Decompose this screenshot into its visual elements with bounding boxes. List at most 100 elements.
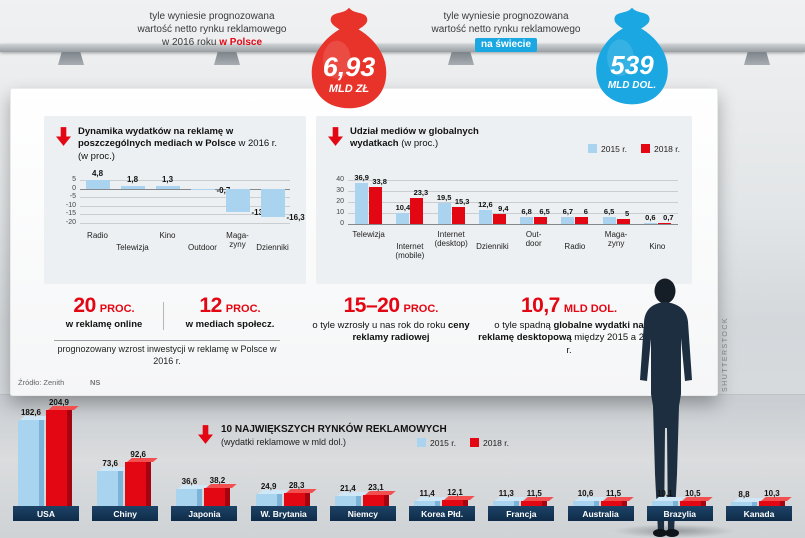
category-label: Out- door: [525, 230, 542, 248]
bar-2015: [18, 416, 51, 506]
value-label: 23,3: [413, 188, 429, 198]
y-axis-tick: -15: [65, 210, 76, 218]
value-label: 1,3: [161, 175, 174, 185]
country-label: USA: [13, 506, 79, 521]
bottom-title-rest: (wydatki reklamowe w mld dol.): [221, 437, 347, 447]
down-arrow-icon: [56, 127, 71, 146]
bar-2015: [414, 496, 447, 506]
poland-forecast-note: tyle wyniesie prognozowana wartość netto…: [118, 10, 306, 50]
market-group: 21,4 23,1 Niemcy: [327, 388, 399, 521]
bar-2018: [362, 491, 396, 506]
market-group: 182,6 204,9 USA: [10, 388, 82, 521]
category-label: Kino: [159, 231, 176, 240]
stat-text-part: między 2015 a 2018 r.: [566, 332, 660, 356]
panel-global-share: Udział mediów w globalnych wydatkach (w …: [316, 116, 692, 284]
panel-title-bold: Dynamika wydatków na reklamę w poszczegó…: [78, 126, 236, 150]
y-axis-tick: 30: [336, 187, 344, 194]
value-label: 0,6: [645, 213, 656, 222]
y-axis-tick: 20: [336, 198, 344, 205]
bar: [155, 186, 180, 189]
rail-clamp-icon: [214, 52, 240, 65]
bar-side-face: [225, 488, 231, 506]
note-line: tyle wyniesie prognozowana: [149, 11, 275, 22]
stat-value: 12 PROC.: [170, 294, 290, 318]
gridline: [80, 180, 290, 181]
stat-bold-text: w mediach społecz.: [185, 319, 275, 330]
legend-item-2018: 2018 r.: [470, 438, 509, 448]
divider: [163, 302, 164, 330]
legend-item-2015: 2015 r.: [588, 144, 627, 154]
stat-desktop-decline: 10,7 MLD DOL. o tyle spadną globalne wyda…: [476, 294, 662, 357]
stat-radio-prices: 15–20 PROC. o tyle wzrosły u nas rok do r…: [310, 294, 472, 345]
source-note: Źródło: Zenith: [18, 378, 65, 387]
country-label: W. Brytania: [250, 506, 317, 521]
value-label: 6,8: [521, 206, 532, 216]
bar-2018: [369, 186, 383, 224]
category-axis: Telewizja Internet (mobile) Internet (desk…: [348, 230, 678, 276]
category-label: Dzienniki: [476, 242, 509, 251]
value-label-2015: 10,6: [577, 489, 594, 499]
bar-side-face: [593, 501, 599, 506]
bar-2015: [176, 484, 210, 506]
value-label: 12,6: [478, 200, 493, 210]
bar-2018: [410, 198, 424, 224]
category-label: Kino: [649, 242, 666, 251]
stat-number: 12: [199, 294, 222, 317]
value-label: 19,5: [436, 192, 452, 202]
bar-2015: [520, 216, 534, 224]
value-label: 33,8: [372, 176, 387, 186]
value-label: 1,8: [126, 174, 139, 184]
stat-text: o tyle wzrosły u nas rok do roku ceny re…: [310, 320, 472, 345]
bar-side-face: [672, 501, 678, 506]
note-line: tyle wyniesie prognozowana: [443, 11, 569, 22]
watermark: SHUTTERSTOCK: [722, 316, 729, 392]
value-label-2015: 182,6: [20, 408, 42, 418]
money-bag-poland: 6,93 MLD ZŁ: [303, 6, 395, 110]
legend: 2015 r. 2018 r.: [588, 144, 680, 154]
panel-poland-dynamics: Dynamika wydatków na reklamę w poszczegó…: [44, 116, 306, 284]
plot-area: 40 30 20 10 0 36,9 33,8 10,4 23,3 19,5 15,3 12,6 9,4…: [336, 174, 678, 227]
panel-title-rest: (w proc.): [401, 138, 439, 150]
country-label: Niemcy: [329, 506, 396, 521]
stat-online-growth: 20 PROC. w reklamę online: [46, 294, 162, 330]
gridline: [348, 213, 678, 214]
category-label: Maga- zyny: [226, 231, 249, 249]
category-axis: Radio Telewizja Kino Outdoor Maga- zyny Dzien…: [80, 231, 290, 276]
bar-2018: [534, 216, 548, 224]
bar-2015: [730, 497, 764, 506]
stat-unit: MLD DOL.: [563, 303, 618, 315]
gridline: [80, 223, 290, 224]
value-label-2015: 21,4: [340, 483, 356, 493]
hanging-rail: [0, 44, 805, 52]
country-label: Brazylia: [646, 506, 713, 521]
bar: [190, 188, 215, 190]
bar: [120, 185, 145, 189]
value-label: 6,5: [603, 206, 615, 216]
value-label-2018: 10,5: [684, 489, 701, 499]
gridline: [348, 191, 678, 192]
stat-value: 20 PROC.: [46, 294, 162, 318]
y-axis-tick: 10: [336, 209, 344, 216]
bar-2018: [616, 218, 630, 224]
bar-side-face: [751, 501, 757, 506]
bar-2015: [437, 202, 451, 224]
category-label: Telewizja: [352, 230, 385, 239]
stats-caption: prognozowany wzrost inwestycji w reklamę…: [54, 340, 280, 367]
category-label: Dzienniki: [256, 243, 289, 252]
whiteboard: Dynamika wydatków na reklamę w poszczegó…: [10, 88, 718, 396]
category-label: Outdoor: [188, 243, 217, 252]
world-forecast-note: tyle wyniesie prognozowana wartość netto…: [420, 10, 592, 52]
market-group: 73,6 92,6 Chiny: [89, 388, 161, 521]
money-bag-icon: [596, 7, 668, 105]
chart-top-markets: 182,6 204,9 USA 73,6 92,6 Chiny 36,6 38,2 Japoni…: [10, 388, 795, 521]
country-label: Kanada: [725, 506, 792, 521]
bar-side-face: [621, 500, 627, 506]
rail-clamp-icon: [58, 52, 84, 65]
world-forecast-value: 539: [610, 50, 654, 80]
value-label-2018: 28,3: [288, 480, 305, 490]
stat-number: 15–20: [343, 294, 400, 317]
bar-2018: [125, 458, 158, 506]
market-group: 11,4 12,1 Korea Płd.: [406, 388, 478, 521]
market-group: 36,6 38,2 Japonia: [168, 388, 240, 521]
y-axis-tick: 40: [336, 176, 344, 183]
